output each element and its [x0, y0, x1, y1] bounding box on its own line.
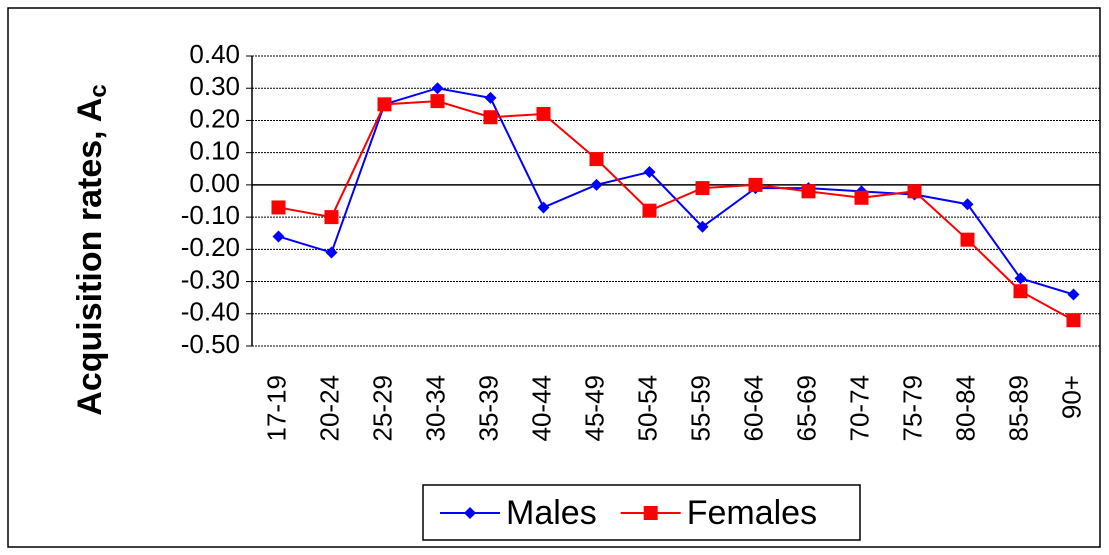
x-tick-label: 25-29 [367, 375, 397, 442]
data-point [589, 152, 604, 167]
x-tick-label: 60-64 [738, 375, 768, 442]
data-point [377, 97, 392, 112]
y-tick-label: 0.30 [189, 71, 240, 101]
y-tick-label: -0.10 [181, 200, 240, 230]
data-point [748, 177, 763, 192]
x-tick-label: 35-39 [473, 375, 503, 442]
data-point [960, 232, 975, 247]
y-axis-title: Acquisition rates, Ac [71, 84, 112, 415]
data-point [430, 94, 445, 109]
x-tick-label: 40-44 [526, 375, 556, 442]
data-point [590, 178, 603, 191]
y-tick-label: -0.50 [181, 329, 240, 359]
data-point [854, 190, 869, 205]
x-tick-label: 85-89 [1003, 375, 1033, 442]
data-point [643, 166, 656, 178]
y-axis-title-main: Acquisition rates, A [71, 98, 109, 416]
x-tick-label: 45-49 [579, 375, 609, 442]
y-axis-title-subscript: c [85, 84, 112, 97]
x-tick-label: 90+ [1056, 375, 1086, 419]
chart-frame [7, 7, 1101, 548]
x-tick-label: 75-79 [897, 375, 927, 442]
data-point [1066, 313, 1081, 328]
y-tick-label: -0.40 [181, 297, 240, 327]
y-tick-label: -0.20 [181, 232, 240, 262]
x-tick-label: 80-84 [950, 375, 980, 442]
data-point [1013, 284, 1028, 299]
y-tick-label: -0.30 [181, 264, 240, 294]
data-point [272, 230, 285, 243]
data-point [907, 184, 922, 199]
legend-marker [643, 506, 658, 520]
x-tick-label: 55-59 [685, 375, 715, 442]
y-tick-label: 0.10 [189, 136, 240, 166]
data-point [1067, 288, 1080, 301]
y-tick-label: 0.20 [189, 103, 240, 133]
data-point [271, 200, 286, 215]
data-point [1014, 272, 1027, 285]
legend-marker [464, 507, 476, 519]
data-point [536, 107, 551, 121]
x-tick-label: 20-24 [314, 375, 344, 442]
data-point [801, 184, 816, 199]
data-point [961, 198, 974, 211]
y-tick-label: 0.40 [189, 39, 240, 69]
data-point [431, 82, 444, 95]
data-point [324, 210, 339, 225]
legend-label: Females [687, 494, 817, 532]
data-point [695, 181, 710, 196]
x-tick-label: 50-54 [632, 375, 662, 442]
data-point [696, 220, 709, 233]
x-tick-label: 70-74 [844, 375, 874, 442]
series-line [278, 100, 1074, 322]
legend-label: Males [506, 494, 597, 532]
data-point [325, 246, 338, 259]
x-tick-label: 30-34 [420, 375, 450, 442]
data-point [483, 110, 498, 125]
data-point [642, 203, 657, 218]
x-tick-label: 65-69 [791, 375, 821, 442]
x-tick-label: 17-19 [261, 375, 291, 442]
data-point [537, 201, 550, 214]
y-tick-label: 0.00 [189, 168, 240, 198]
data-point [484, 91, 497, 104]
